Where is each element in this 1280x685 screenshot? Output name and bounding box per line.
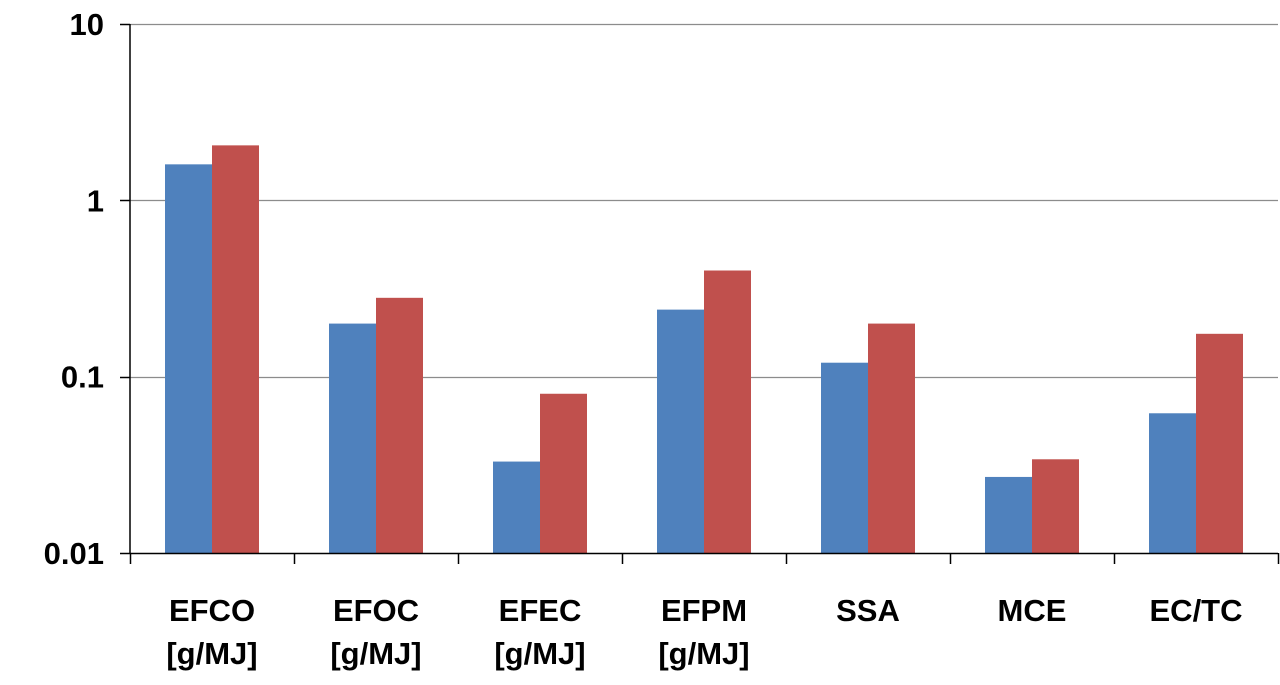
x-category-label: MCE xyxy=(998,593,1067,628)
axes xyxy=(120,23,1280,564)
y-tick-label: 0.01 xyxy=(44,536,104,571)
bar-efco-series-2 xyxy=(212,145,259,554)
bar-efec-series-2 xyxy=(540,393,587,553)
bar-ssa-series-2 xyxy=(868,323,915,553)
bar-ec-tc-series-2 xyxy=(1196,333,1243,553)
x-category-label: [g/MJ] xyxy=(166,636,257,671)
x-category-label: EFCO xyxy=(169,593,255,628)
y-tick-label: 0.1 xyxy=(61,360,104,395)
bar-efec-series-1 xyxy=(493,461,540,553)
bar-efpm-series-2 xyxy=(704,270,751,553)
x-category-labels: EFCO [g/MJ] EFOC [g/MJ] EFEC [g/MJ] EFPM [g/MJ]… xyxy=(166,593,1242,671)
x-category-label: SSA xyxy=(836,593,900,628)
x-category-label: EFOC xyxy=(333,593,419,628)
x-category-label: EFPM xyxy=(661,593,747,628)
bar-efoc-series-1 xyxy=(329,323,376,553)
bar-mce-series-1 xyxy=(985,476,1032,553)
bar-mce-series-2 xyxy=(1032,459,1079,553)
y-tick-label: 10 xyxy=(70,7,104,42)
bar-ec-tc-series-1 xyxy=(1149,413,1196,553)
x-category-label: [g/MJ] xyxy=(494,636,585,671)
x-category-label: [g/MJ] xyxy=(658,636,749,671)
bar-efpm-series-1 xyxy=(657,309,704,553)
bar-efoc-series-2 xyxy=(376,297,423,553)
x-category-label: EC/TC xyxy=(1150,593,1243,628)
bar-ssa-series-1 xyxy=(821,362,868,553)
x-category-label: EFEC xyxy=(499,593,582,628)
bars xyxy=(165,145,1243,554)
bar-efco-series-1 xyxy=(165,164,212,553)
x-category-label: [g/MJ] xyxy=(330,636,421,671)
y-tick-label: 1 xyxy=(87,183,104,218)
y-tick-labels: 10 1 0.1 0.01 xyxy=(44,7,104,571)
